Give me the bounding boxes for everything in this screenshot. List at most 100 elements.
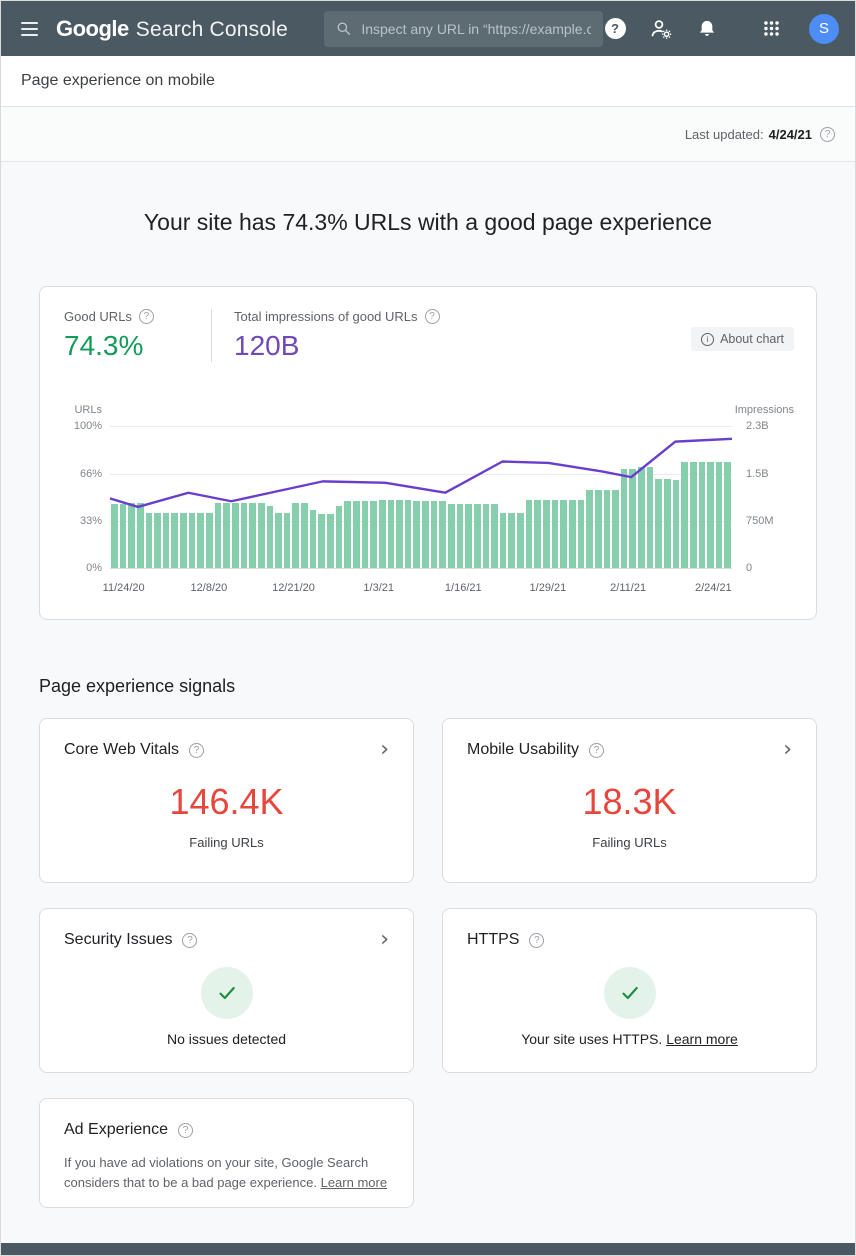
chart-bar <box>447 504 455 568</box>
chart-bar <box>370 501 377 568</box>
chart-bar <box>292 502 300 568</box>
chart-bar <box>638 467 645 568</box>
ad-experience-title: Ad Experience <box>64 1121 169 1138</box>
core-web-vitals-metric: 146.4K <box>169 781 284 822</box>
chart-bar <box>465 504 472 568</box>
check-circle-icon <box>200 967 253 1019</box>
chart-bar <box>188 512 196 568</box>
bell-icon <box>699 20 715 36</box>
last-updated-help-icon[interactable]: ? <box>820 126 835 142</box>
chevron-right-icon[interactable]: › <box>783 737 792 762</box>
search-icon <box>337 22 351 35</box>
axis-tick-label: 33% <box>79 515 102 528</box>
chart-bar <box>128 502 135 568</box>
x-axis-tick-label: 1/29/21 <box>529 582 567 594</box>
good-urls-value: 74.3% <box>64 330 144 361</box>
mobile-usability-card[interactable]: Mobile Usability ? › 18.3K Failing URLs <box>442 718 817 883</box>
product-logo[interactable]: Google Search Console <box>56 16 288 42</box>
chart-bar <box>534 499 542 568</box>
chevron-right-icon[interactable]: › <box>380 927 389 952</box>
search-input[interactable] <box>361 20 591 37</box>
good-urls-help-icon[interactable]: ? <box>138 309 154 324</box>
good-urls-summary: Good URLs ? 74.3% <box>64 309 211 362</box>
chart-bar <box>119 504 127 568</box>
chart-bar <box>646 467 654 568</box>
axis-tick-label: 0 <box>746 562 753 574</box>
chart-bar <box>499 512 507 568</box>
chart-bar <box>396 499 403 568</box>
chart-bar <box>586 489 593 568</box>
chart-summary-row: Good URLs ? 74.3% Total impressions of g… <box>64 309 794 362</box>
app-bar: Google Search Console ? <box>1 1 855 56</box>
mobile-usability-title: Mobile Usability <box>467 741 580 758</box>
menu-icon[interactable] <box>21 21 38 36</box>
good-urls-label: Good URLs <box>64 309 132 324</box>
https-card[interactable]: HTTPS ? Your site uses HTTPS. Learn more <box>442 908 817 1073</box>
user-gear-icon <box>651 19 672 39</box>
core-web-vitals-metric-label: Failing URLs <box>189 835 264 850</box>
chart-bar <box>681 461 688 568</box>
apps-grid-icon <box>763 21 779 36</box>
ad-experience-message: If you have ad violations on your site, … <box>64 1155 369 1191</box>
notifications-button[interactable] <box>695 17 719 41</box>
chart-bar <box>508 512 516 568</box>
signals-grid: Core Web Vitals ? › 146.4K Failing URLs … <box>39 718 817 1208</box>
x-axis-tick-label: 12/21/20 <box>272 582 315 594</box>
url-inspect-searchbox[interactable] <box>324 10 603 47</box>
chart-bar <box>698 461 706 568</box>
ad-experience-learn-more-link[interactable]: Learn more <box>320 1175 388 1191</box>
chart-bar <box>352 501 360 568</box>
chart-bar <box>543 499 550 568</box>
https-learn-more-link[interactable]: Learn more <box>666 1031 738 1047</box>
chart-bar <box>655 478 662 568</box>
chart-bar <box>309 509 317 568</box>
chart-plot-area <box>110 426 732 569</box>
x-axis-tick-label: 11/24/20 <box>102 582 145 594</box>
chart-bar <box>223 502 230 568</box>
chart-bar <box>491 504 498 568</box>
page-experience-chart-card: Good URLs ? 74.3% Total impressions of g… <box>39 286 817 620</box>
security-issues-card[interactable]: Security Issues ? › No issues detected <box>39 908 414 1073</box>
help-button[interactable]: ? <box>603 17 627 41</box>
chart-bar <box>724 461 732 568</box>
chart-bar <box>318 514 326 568</box>
chart-bar <box>603 489 611 568</box>
chart-bar <box>456 504 464 568</box>
right-axis: Impressions 2.3B 1.5B 750M 0 <box>732 398 794 600</box>
chart-bar <box>283 512 291 568</box>
chart-bar <box>378 499 386 568</box>
chart-bar <box>413 501 421 568</box>
core-web-vitals-help-icon[interactable]: ? <box>189 742 205 758</box>
signals-heading: Page experience signals <box>39 676 236 696</box>
axis-tick-label: 0% <box>86 562 102 574</box>
chart-bar <box>422 501 429 568</box>
mobile-usability-help-icon[interactable]: ? <box>589 742 605 758</box>
chart-bar <box>404 499 412 568</box>
chart-bar <box>214 502 222 568</box>
chart-bar <box>387 499 395 568</box>
core-web-vitals-card[interactable]: Core Web Vitals ? › 146.4K Failing URLs <box>39 718 414 883</box>
google-wordmark: Google <box>56 15 129 41</box>
apps-grid-button[interactable] <box>759 17 783 41</box>
chart-bar <box>672 479 680 568</box>
impressions-value: 120B <box>234 330 300 361</box>
impressions-label: Total impressions of good URLs <box>234 309 418 324</box>
user-settings-button[interactable] <box>649 17 673 41</box>
chart-bar <box>568 499 576 568</box>
https-help-icon[interactable]: ? <box>529 932 545 948</box>
axis-tick-label: 100% <box>73 420 102 432</box>
security-issues-help-icon[interactable]: ? <box>182 932 198 948</box>
ad-experience-card[interactable]: Ad Experience ? If you have ad violation… <box>39 1098 414 1208</box>
chart-bar <box>473 504 481 568</box>
impressions-help-icon[interactable]: ? <box>424 309 440 324</box>
about-chart-button[interactable]: i About chart <box>691 327 794 351</box>
https-title: HTTPS <box>467 931 520 948</box>
ad-experience-help-icon[interactable]: ? <box>178 1122 194 1138</box>
chart-bar <box>664 478 671 568</box>
chart-bar <box>275 512 282 568</box>
chevron-right-icon[interactable]: › <box>380 737 389 762</box>
chart-bar <box>206 512 213 568</box>
avatar[interactable]: S <box>809 13 839 44</box>
axis-tick-label: 1.5B <box>746 468 769 481</box>
chart-bar <box>154 512 161 568</box>
